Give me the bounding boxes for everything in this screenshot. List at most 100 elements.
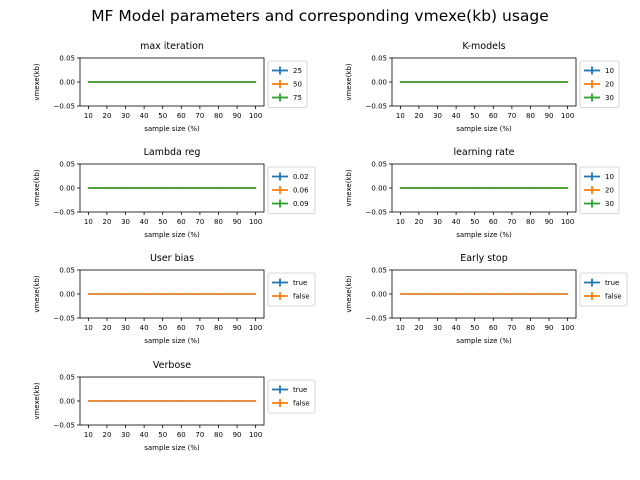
x-axis-label: sample size (%) (144, 125, 200, 133)
x-tick-label: 10 (396, 324, 405, 332)
data-point (418, 293, 420, 295)
legend-label: 25 (293, 67, 302, 75)
data-point (567, 293, 569, 295)
data-point (217, 187, 220, 189)
subplot-1: max iteration 0.05 0.00 −0.05 10 20 30 40 50 60 70… (33, 41, 308, 133)
y-axis-label: vmexe(kb) (345, 63, 353, 101)
data-point (236, 293, 238, 295)
data-point (474, 81, 476, 83)
data-point (474, 187, 476, 189)
x-tick-label: 50 (470, 112, 479, 120)
plot-frame (79, 163, 265, 213)
x-tick-label: 70 (195, 431, 204, 439)
x-tick-label: 80 (214, 218, 223, 226)
data-point (217, 293, 220, 295)
x-tick-label: 30 (121, 431, 130, 439)
data-point (399, 187, 401, 189)
y-tick-label: 0.00 (59, 291, 75, 299)
data-point (199, 187, 201, 189)
data-point (255, 81, 257, 83)
x-tick-label: 20 (102, 324, 111, 332)
plot-frame (391, 163, 577, 213)
subplot-title: max iteration (140, 41, 204, 52)
data-point (255, 400, 257, 402)
x-tick-label: 10 (84, 112, 93, 120)
x-tick-label: 30 (121, 324, 130, 332)
x-tick-label: 30 (121, 112, 130, 120)
x-tick-label: 100 (249, 112, 262, 120)
legend-label: 10 (605, 67, 614, 75)
y-tick-label: 0.05 (371, 55, 387, 63)
y-tick-label: 0.05 (371, 161, 387, 169)
data-point (124, 187, 127, 189)
x-tick-label: 40 (452, 218, 461, 226)
data-point (217, 400, 220, 402)
data-point (87, 81, 89, 83)
data-point (199, 400, 201, 402)
x-tick-label: 70 (507, 112, 516, 120)
y-tick-label: −0.05 (54, 103, 75, 111)
legend-label: 10 (605, 173, 614, 181)
data-point (418, 81, 420, 83)
x-tick-label: 70 (195, 218, 204, 226)
legend-label: false (293, 293, 310, 301)
x-tick-label: 100 (561, 324, 574, 332)
legend-label: 20 (605, 187, 614, 195)
x-tick-label: 90 (545, 324, 554, 332)
x-tick-label: 40 (140, 324, 149, 332)
subplot-title: User bias (150, 253, 194, 264)
x-tick-label: 100 (249, 431, 262, 439)
y-axis-label: vmexe(kb) (33, 382, 41, 420)
legend-label: false (605, 293, 622, 301)
x-tick-label: 50 (158, 218, 167, 226)
data-point (492, 187, 494, 189)
subplot-title: Verbose (153, 360, 191, 371)
plot-frame (391, 269, 577, 319)
x-tick-label: 60 (489, 112, 498, 120)
data-point (492, 81, 494, 83)
data-point (399, 81, 401, 83)
x-tick-label: 80 (214, 431, 223, 439)
data-point (180, 187, 182, 189)
plot-frame (391, 57, 577, 107)
data-point (529, 187, 532, 189)
y-tick-label: −0.05 (366, 209, 387, 217)
data-point (511, 81, 513, 83)
subplot-title: K-models (462, 41, 505, 52)
data-point (255, 293, 257, 295)
plot-frame (79, 57, 265, 107)
x-axis-label: sample size (%) (144, 444, 200, 452)
x-tick-label: 100 (249, 218, 262, 226)
data-point (567, 81, 569, 83)
data-point (529, 81, 532, 83)
x-tick-label: 80 (526, 218, 535, 226)
x-tick-label: 60 (489, 218, 498, 226)
x-tick-label: 20 (102, 218, 111, 226)
data-point (455, 81, 457, 83)
y-tick-label: −0.05 (54, 422, 75, 430)
legend-label: 75 (293, 94, 302, 102)
data-point (548, 187, 550, 189)
data-point (106, 81, 108, 83)
data-point (106, 400, 108, 402)
data-point (162, 187, 164, 189)
legend-label: 30 (605, 94, 614, 102)
data-point (548, 293, 550, 295)
data-point (199, 293, 201, 295)
data-point (436, 293, 439, 295)
subplot-3: Lambda reg 0.05 0.00 −0.05 10 20 30 40 50 60 70 80 9… (33, 147, 316, 239)
y-tick-label: 0.00 (59, 185, 75, 193)
x-tick-label: 10 (84, 218, 93, 226)
legend-label: 0.09 (293, 200, 309, 208)
data-point (455, 293, 457, 295)
legend-label: 0.02 (293, 173, 309, 181)
data-point (143, 293, 145, 295)
plot-frame (79, 269, 265, 319)
legend-label: true (605, 279, 619, 287)
x-axis-label: sample size (%) (144, 337, 200, 345)
legend (267, 272, 316, 307)
plot-frame (79, 376, 265, 426)
y-tick-label: 0.05 (59, 55, 75, 63)
data-point (217, 81, 220, 83)
